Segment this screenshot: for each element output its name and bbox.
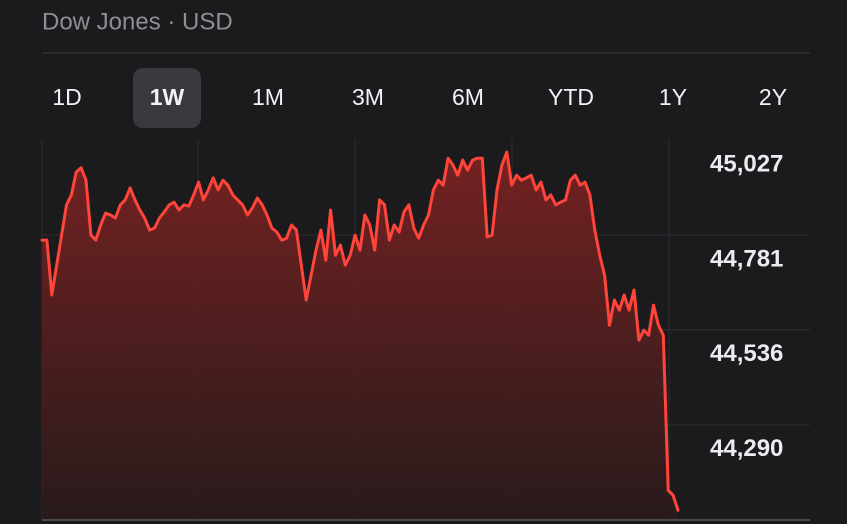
range-tab[interactable]: 1D (52, 84, 81, 110)
price-area (42, 152, 678, 520)
y-tick-label: 45,027 (710, 150, 783, 177)
range-tab[interactable]: 3M (352, 84, 384, 110)
range-tab[interactable]: 1Y (659, 84, 687, 110)
chart-title: Dow Jones · USD (42, 8, 233, 35)
price-chart: 45,027 44,781 44,536 44,290 (40, 150, 810, 520)
y-tick-label: 44,781 (710, 245, 783, 272)
selected-tab-bg (133, 68, 201, 128)
range-tab[interactable]: 1W (150, 84, 185, 110)
range-tab[interactable]: 1M (252, 84, 284, 110)
range-tabs: 1D 1W 1M 3M 6M YTD 1Y 2Y (52, 68, 787, 128)
price-line (40, 150, 680, 512)
y-tick-label: 44,290 (710, 435, 783, 462)
range-tab[interactable]: 6M (452, 84, 484, 110)
range-tab[interactable]: 2Y (759, 84, 787, 110)
y-tick-label: 44,536 (710, 340, 783, 367)
range-tab[interactable]: YTD (548, 84, 594, 110)
